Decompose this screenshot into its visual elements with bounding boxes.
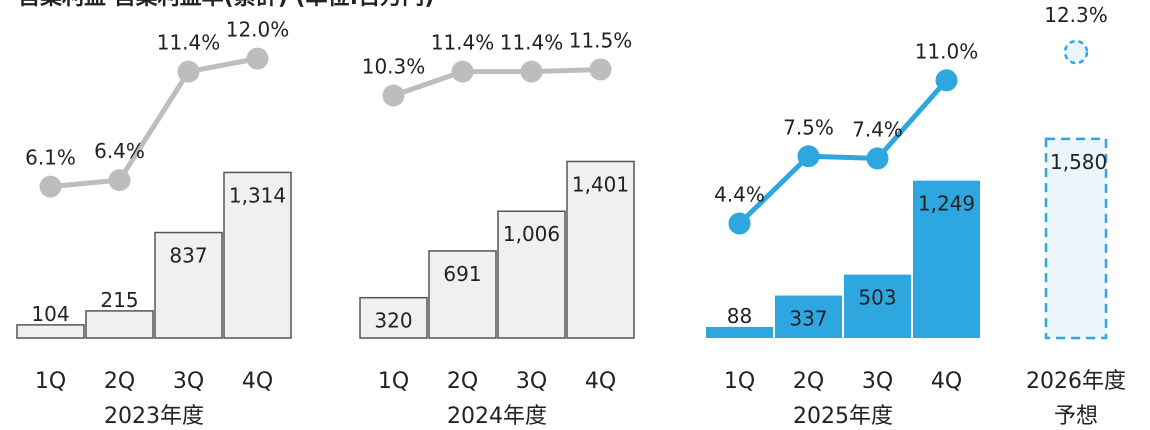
rate-label: 12.0%: [226, 18, 290, 42]
bar-value-label: 503: [858, 286, 896, 310]
bar-value-label: 1,314: [229, 183, 286, 207]
rate-point: [728, 212, 751, 235]
rate-label: 11.4%: [431, 31, 495, 55]
x-tick-label: 4Q: [242, 369, 273, 394]
rate-label: 7.5%: [783, 115, 834, 139]
rate-label: 11.4%: [500, 31, 564, 55]
bar-value-label: 837: [169, 244, 207, 268]
rate-point: [177, 60, 200, 83]
x-tick-label: 4Q: [931, 369, 962, 394]
rate-point: [935, 69, 958, 92]
rate-point: [382, 84, 405, 107]
forecast-rate-point: [1063, 39, 1089, 65]
rate-label: 11.5%: [569, 28, 633, 52]
chart-title-fragment: 営業利益 営業利益率(累計) (単位:百万円): [18, 0, 434, 10]
rate-label: 7.4%: [852, 117, 903, 141]
rate-label: 4.4%: [714, 183, 765, 207]
bar-value-label: 1,006: [503, 222, 560, 246]
x-tick-label: 2Q: [793, 369, 824, 394]
x-tick-label: 4Q: [585, 369, 616, 394]
x-tick-label: 2Q: [104, 369, 135, 394]
rate-point: [246, 47, 269, 70]
x-tick-label: 1Q: [35, 369, 66, 394]
bar-value-label: 1,401: [572, 172, 629, 196]
x-tick-label: 3Q: [173, 369, 204, 394]
forecast-bar-label: 1,580: [1050, 150, 1107, 174]
x-tick-label: 3Q: [862, 369, 893, 394]
rate-point: [520, 60, 543, 83]
bar: [428, 250, 497, 339]
rate-point: [39, 175, 62, 198]
rate-point: [108, 169, 131, 192]
bar: [16, 324, 85, 339]
rate-line: [737, 78, 949, 226]
bar: [497, 210, 566, 339]
bar: [359, 296, 428, 339]
bar-value-label: 88: [727, 304, 752, 328]
rate-point: [866, 147, 889, 170]
bar: [775, 295, 842, 338]
x-tick-label: 2Q: [447, 369, 478, 394]
forecast-bar: [1044, 137, 1108, 340]
x-tick-label: 1Q: [724, 369, 755, 394]
rate-label: 6.4%: [94, 139, 145, 163]
rate-label: 10.3%: [362, 54, 426, 78]
bar-value-label: 104: [31, 302, 69, 326]
x-group-label: 2023年度: [104, 404, 204, 429]
bar: [85, 310, 154, 339]
x-group-label: 2024年度: [447, 404, 547, 429]
rate-label: 11.0%: [915, 39, 979, 63]
x-group-label: 予想: [1054, 404, 1098, 429]
bar-value-label: 215: [100, 288, 138, 312]
bar: [154, 231, 223, 339]
bar-value-label: 320: [374, 309, 412, 333]
x-tick-label: 1Q: [378, 369, 409, 394]
bar: [844, 274, 911, 338]
rate-point: [797, 145, 820, 168]
rate-point: [451, 60, 474, 83]
forecast-rate-label: 12.3%: [1044, 3, 1108, 27]
x-group-label: 2026年度: [1026, 369, 1126, 394]
bar: [223, 171, 292, 339]
bar-value-label: 1,249: [918, 192, 975, 216]
x-tick-label: 3Q: [516, 369, 547, 394]
rate-point: [589, 58, 612, 81]
rate-label: 6.1%: [25, 146, 76, 170]
bar-value-label: 691: [443, 262, 481, 286]
bar: [913, 180, 980, 338]
x-group-label: 2025年度: [793, 404, 893, 429]
bar: [706, 326, 773, 338]
rate-line: [50, 56, 258, 190]
bar: [566, 160, 635, 339]
rate-line: [392, 66, 601, 98]
rate-label: 11.4%: [157, 31, 221, 55]
bar-value-label: 337: [789, 307, 827, 331]
